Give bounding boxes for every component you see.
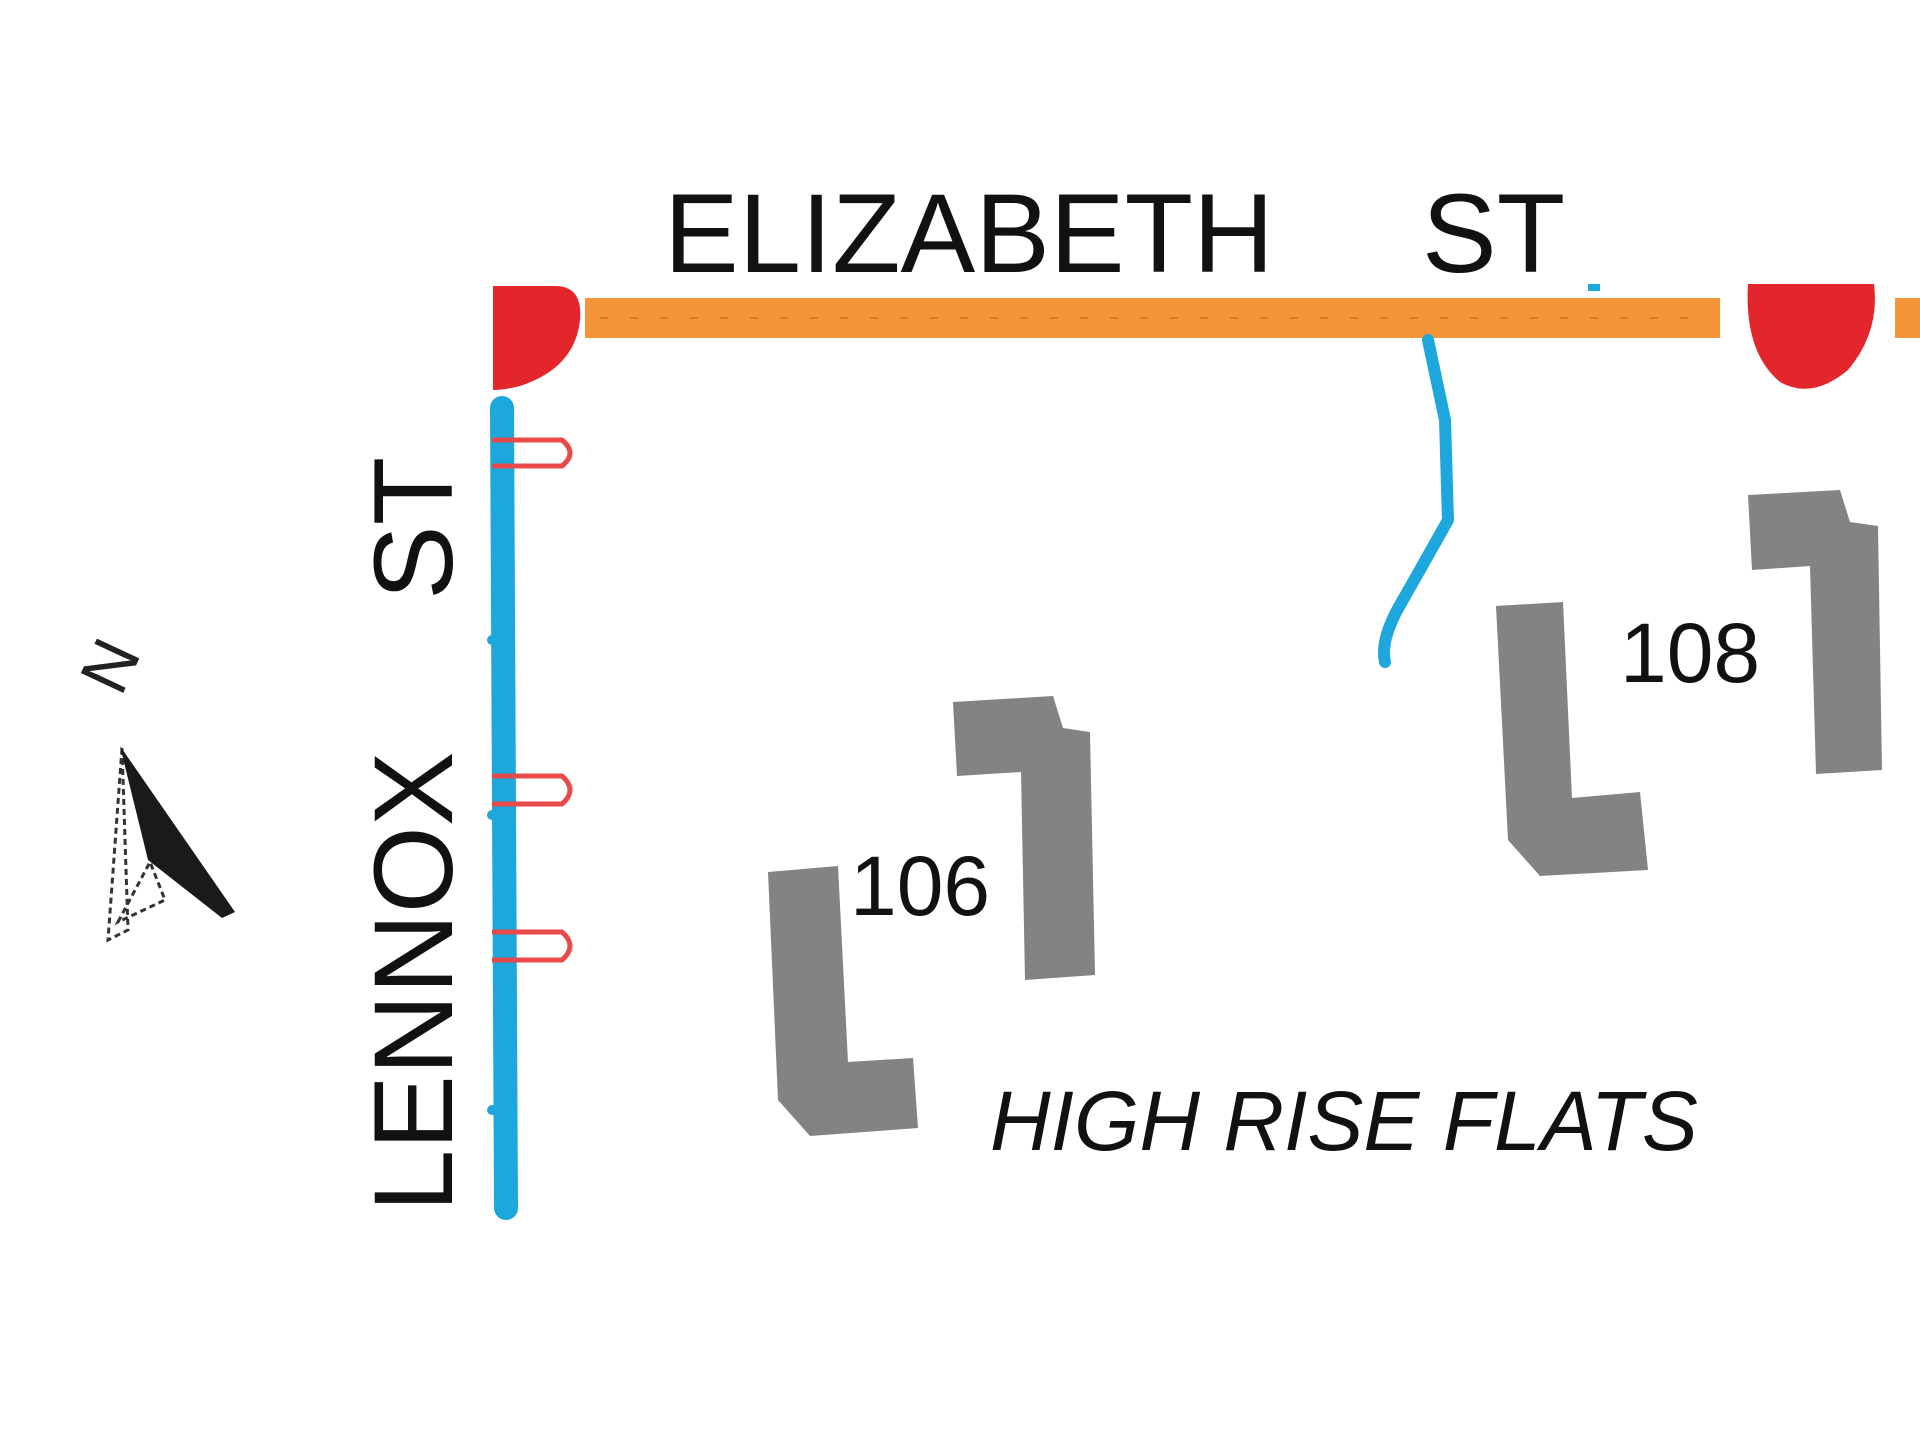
lennox-street-loops — [492, 437, 573, 963]
lennox-street-name: LENNOX — [351, 751, 476, 1212]
building-group-106 — [768, 696, 1095, 1136]
north-arrow-letter: N — [66, 628, 156, 705]
elizabeth-street-name: ELIZABETH — [664, 171, 1274, 296]
building-108-bracket — [1748, 490, 1882, 774]
lennox-street-nodes — [487, 635, 497, 1115]
blue-branch-line — [1378, 334, 1454, 668]
node-east — [1747, 284, 1875, 389]
lennox-street-line — [490, 396, 518, 1220]
lennox-street-road — [487, 396, 518, 1220]
north-arrow-icon: N — [66, 628, 235, 943]
elizabeth-street-suffix: ST — [1422, 171, 1565, 296]
elizabeth-street-segment-east — [1895, 298, 1920, 338]
small-blue-mark — [1588, 284, 1600, 291]
building-106-bracket — [953, 696, 1095, 980]
building-group-108 — [1496, 490, 1882, 876]
building-108-l-shape — [1496, 602, 1648, 876]
corner-node-northwest — [493, 286, 581, 390]
area-label-high-rise-flats: HIGH RISE FLATS — [990, 1074, 1698, 1168]
loop-2 — [492, 773, 573, 807]
building-number-108: 108 — [1620, 606, 1760, 700]
building-number-106: 106 — [850, 839, 990, 933]
building-106-l-shape — [768, 866, 918, 1136]
loop-1 — [492, 437, 573, 469]
lennox-street-suffix: ST — [351, 457, 476, 600]
elizabeth-street-road — [585, 284, 1920, 338]
loop-3 — [492, 929, 573, 963]
